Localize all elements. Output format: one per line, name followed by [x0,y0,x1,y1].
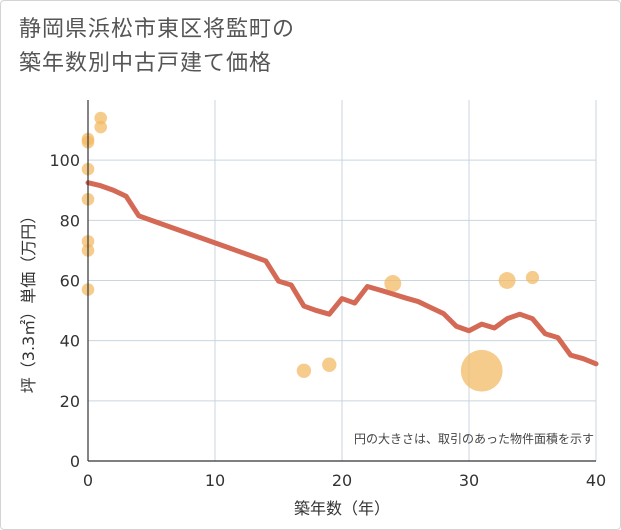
trend-line [85,180,599,367]
x-axis-label: 築年数（年） [294,499,390,518]
size-annotation: 円の大きさは、取引のあった物件面積を示す [354,431,594,446]
grid-lines [88,100,597,461]
data-bubble [525,270,540,285]
chart-title: 静岡県浜松市東区将監町の 築年数別中古戸建て価格 [19,13,295,81]
x-tick-label: 0 [83,471,93,490]
y-axis-label: 坪（3.3㎡）単価（万円） [19,208,38,393]
data-bubble [94,111,107,125]
y-tick-label: 60 [60,272,80,291]
data-bubble [322,357,337,372]
y-tick-label: 0 [70,452,80,471]
y-tick-label: 20 [60,392,80,411]
data-bubble [296,363,312,378]
title-line-1: 静岡県浜松市東区将監町の [19,17,296,42]
data-bubble [460,349,503,392]
x-tick-label: 10 [205,471,225,490]
axes [87,100,596,462]
title-line-2: 築年数別中古戸建て価格 [19,51,273,76]
x-tick-label: 20 [332,471,352,490]
y-tick-label: 80 [60,211,80,230]
x-tick-label: 40 [586,471,606,490]
data-bubble [498,272,516,289]
tick-labels: 0 10 20 30 40 0 20 40 60 80 100 [49,151,606,490]
y-tick-label: 40 [60,332,80,351]
trend-layer [85,180,599,367]
data-bubble [384,275,402,292]
bubble-layer [81,111,540,392]
data-bubble [94,120,107,134]
y-tick-label: 100 [49,151,80,170]
x-tick-label: 30 [459,471,479,490]
